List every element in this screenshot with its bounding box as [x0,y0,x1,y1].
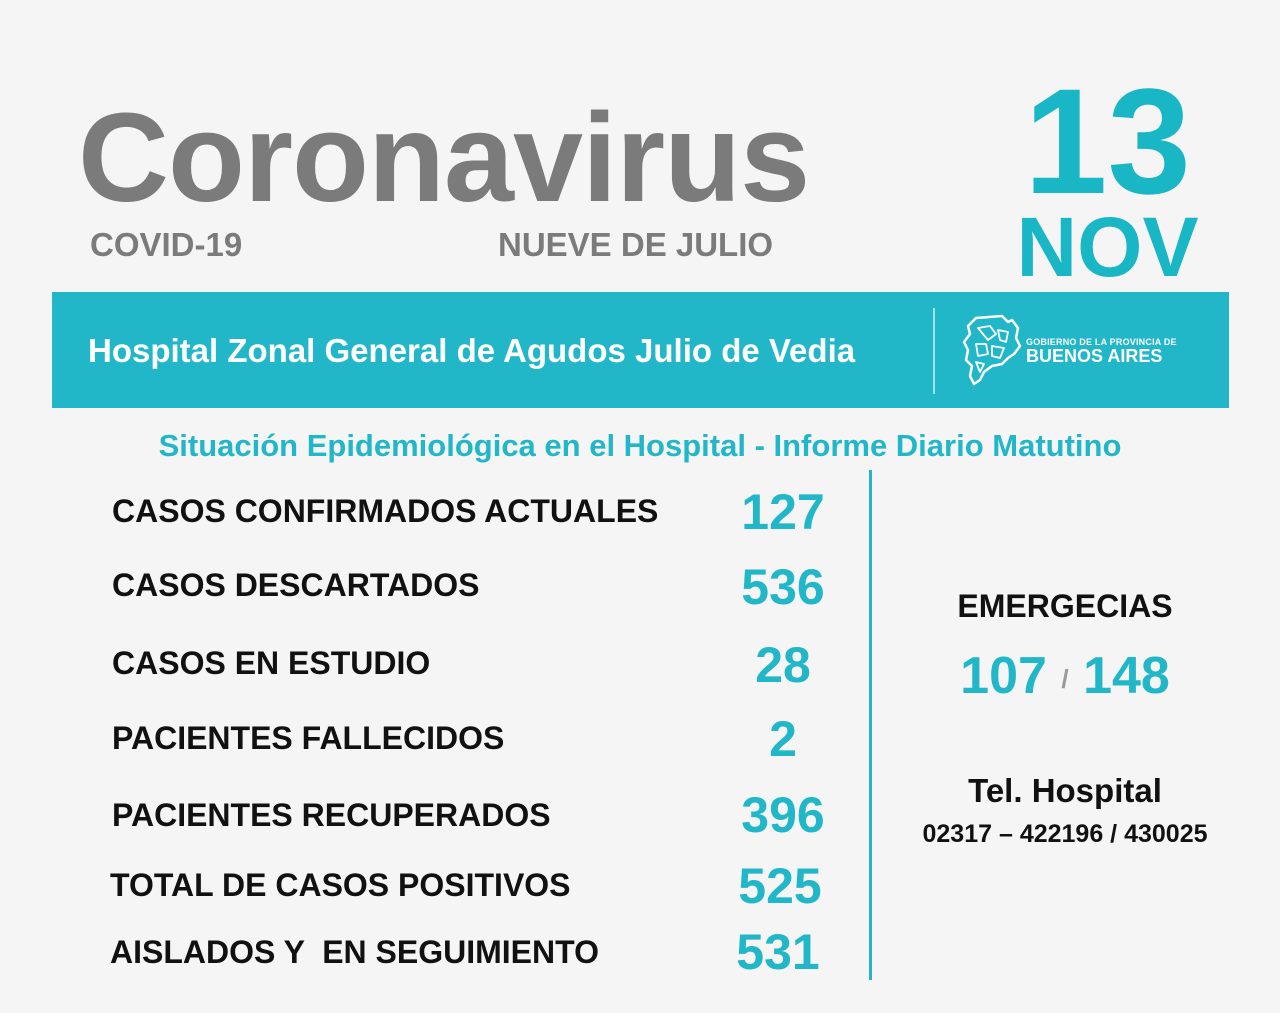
stat-value: 127 [741,484,825,540]
stat-value: 2 [769,711,797,767]
buenos-aires-province-map-icon [962,314,1022,386]
stat-label: PACIENTES RECUPERADOS [112,797,551,833]
vertical-divider [869,470,872,980]
stat-value: 531 [736,924,820,980]
stat-label: CASOS CONFIRMADOS ACTUALES [112,493,659,529]
emergency-number-1: 107 [960,647,1047,705]
stat-value: 28 [755,637,811,693]
hospital-name: Hospital Zonal General de Agudos Julio d… [88,332,856,369]
phone-numbers: 02317 – 422196 / 430025 [922,820,1208,848]
banner-divider [933,308,935,394]
covid-label: COVID-19 [90,226,243,263]
stat-label: TOTAL DE CASOS POSITIVOS [110,867,571,903]
gov-line-1: GOBIERNO DE LA PROVINCIA DE [1026,337,1177,347]
stat-label: PACIENTES FALLECIDOS [112,720,505,756]
phone-title: Tel. Hospital [968,772,1162,809]
stat-label: AISLADOS Y EN SEGUIMIENTO [110,934,599,970]
emergency-number-2: 148 [1083,647,1170,705]
emergency-separator: / [1061,663,1069,694]
stat-value: 525 [738,858,822,914]
date-month: NOV [1016,200,1199,294]
emergency-title: EMERGECIAS [957,588,1173,624]
stat-value: 396 [741,787,825,843]
emergency-numbers: 107 / 148 [890,646,1240,706]
gov-line-2: BUENOS AIRES [1026,346,1163,366]
date-day: 13 [1024,57,1191,225]
city-label: NUEVE DE JULIO [498,226,774,263]
stat-label: CASOS DESCARTADOS [112,567,480,603]
stat-value: 536 [741,559,825,615]
page-title: Coronavirus [78,87,810,228]
section-title: Situación Epidemiológica en el Hospital … [158,428,1122,463]
hospital-banner [52,292,1229,408]
stat-label: CASOS EN ESTUDIO [112,645,431,681]
